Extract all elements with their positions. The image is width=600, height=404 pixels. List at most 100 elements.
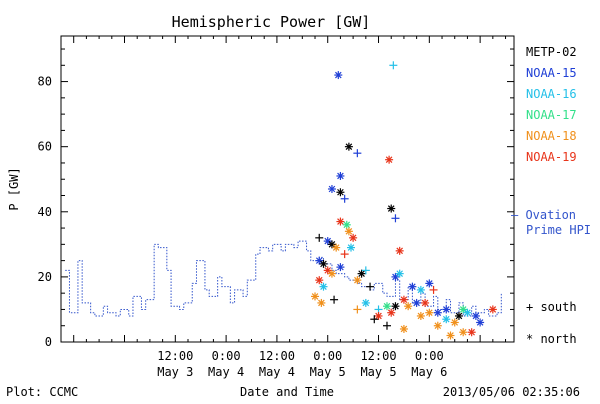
marker-stroke: [451, 319, 459, 326]
marker-stroke: [332, 244, 340, 251]
data-point-noaa-18-north: [425, 308, 434, 317]
marker-stroke: [489, 306, 497, 313]
marker-stroke: [385, 156, 393, 164]
marker-stroke: [324, 267, 332, 274]
footer-source: Plot: CCMC: [6, 385, 78, 399]
marker-stroke: [349, 234, 357, 242]
data-point-noaa-16-north: [361, 298, 370, 307]
x-tick-label-date: May 5: [310, 365, 346, 379]
data-point-metp-02-south: [315, 233, 324, 242]
marker-stroke: [328, 241, 336, 248]
data-point-noaa-16-north: [319, 282, 328, 291]
marker-stroke: [455, 312, 463, 320]
data-point-metp-02-north: [387, 204, 396, 213]
data-point-noaa-18-north: [459, 328, 468, 337]
data-point-noaa-19-north: [488, 305, 497, 314]
marker-stroke: [320, 260, 327, 268]
y-tick-label: 40: [38, 205, 52, 219]
data-point-noaa-18-north: [332, 243, 341, 252]
data-point-noaa-16-south: [361, 266, 370, 275]
marker-stroke: [375, 312, 382, 320]
data-point-noaa-19-north: [336, 217, 345, 226]
marker-stroke: [345, 228, 353, 235]
x-tick-label-time: 0:00: [313, 349, 342, 363]
marker-stroke: [334, 71, 342, 79]
marker-stroke: [417, 286, 425, 294]
data-point-noaa-18-north: [317, 298, 326, 307]
legend-entry-noaa-18: NOAA-18: [526, 129, 577, 143]
data-point-noaa-19-north: [385, 155, 394, 164]
data-point-noaa-15-north: [334, 71, 343, 80]
marker-stroke: [400, 296, 408, 303]
points-layer: [311, 61, 497, 340]
data-point-noaa-16-north: [416, 285, 425, 294]
data-point-noaa-19-north: [374, 311, 383, 320]
x-tick-label-time: 12:00: [157, 349, 193, 363]
data-point-noaa-19-south: [340, 250, 349, 259]
marker-stroke: [442, 306, 450, 313]
x-tick-label-date: May 4: [208, 365, 244, 379]
data-point-metp-02-north: [336, 188, 345, 197]
data-point-noaa-18-north: [404, 302, 413, 311]
data-point-metp-02-south: [366, 282, 375, 291]
y-axis-label: P [GW]: [7, 167, 21, 210]
data-point-noaa-18-north: [399, 324, 408, 333]
chart-title: Hemispheric Power [GW]: [172, 13, 371, 31]
data-point-noaa-19-north: [395, 246, 404, 255]
plot-frame: [60, 35, 515, 343]
marker-stroke: [472, 312, 480, 320]
data-point-noaa-18-north: [327, 269, 336, 278]
data-point-metp-02-north: [454, 311, 463, 320]
data-point-noaa-17-north: [342, 220, 351, 229]
data-point-noaa-15-north: [412, 298, 421, 307]
legend-entry-noaa-16: NOAA-16: [526, 87, 577, 101]
data-point-metp-02-north: [327, 240, 336, 249]
x-tick-label-date: May 6: [411, 365, 447, 379]
marker-stroke: [315, 276, 323, 284]
data-point-metp-02-north: [344, 142, 353, 151]
data-point-noaa-19-north: [323, 266, 332, 275]
y-tick-label: 60: [38, 140, 52, 154]
x-tick-label-date: May 4: [259, 365, 295, 379]
x-tick-label-date: May 5: [360, 365, 396, 379]
data-point-noaa-19-north: [421, 298, 430, 307]
marker-stroke: [442, 315, 450, 323]
data-point-noaa-18-north: [416, 311, 425, 320]
y-tick-label: 80: [38, 75, 52, 89]
x-tick-label-time: 0:00: [415, 349, 444, 363]
x-tick-label-date: May 3: [157, 365, 193, 379]
data-point-noaa-19-north: [399, 295, 408, 304]
marker-stroke: [421, 299, 429, 307]
marker-stroke: [387, 205, 395, 212]
data-point-noaa-15-north: [323, 237, 332, 246]
marker-stroke: [392, 273, 399, 281]
legend-entry-noaa-17: NOAA-17: [526, 108, 577, 122]
marker-stroke: [315, 257, 323, 264]
x-tick-label-time: 0:00: [212, 349, 241, 363]
marker-stroke: [343, 221, 351, 229]
data-point-noaa-15-north: [336, 171, 345, 180]
legend-entry-noaa-15: NOAA-15: [526, 66, 577, 80]
x-axis-label: Date and Time: [240, 385, 334, 399]
marker-stroke: [396, 270, 403, 277]
data-point-metp-02-north: [391, 302, 400, 311]
marker-stroke: [468, 328, 475, 336]
marker-stroke: [347, 244, 355, 251]
data-point-noaa-15-south: [340, 194, 349, 203]
marker-stroke: [383, 302, 391, 310]
data-point-noaa-19-south: [429, 285, 438, 294]
data-point-noaa-17-north: [459, 305, 468, 314]
data-point-metp-02-south: [330, 295, 339, 304]
legend-north-label: * north: [526, 332, 577, 346]
marker-stroke: [345, 143, 353, 150]
marker-stroke: [404, 302, 412, 310]
legend-ovation-label-2: Prime HPI: [526, 223, 591, 237]
marker-stroke: [311, 293, 319, 300]
marker-stroke: [337, 172, 344, 180]
marker-stroke: [434, 309, 442, 317]
data-point-noaa-16-north: [463, 308, 472, 317]
marker-stroke: [447, 332, 454, 339]
marker-stroke: [400, 325, 408, 333]
